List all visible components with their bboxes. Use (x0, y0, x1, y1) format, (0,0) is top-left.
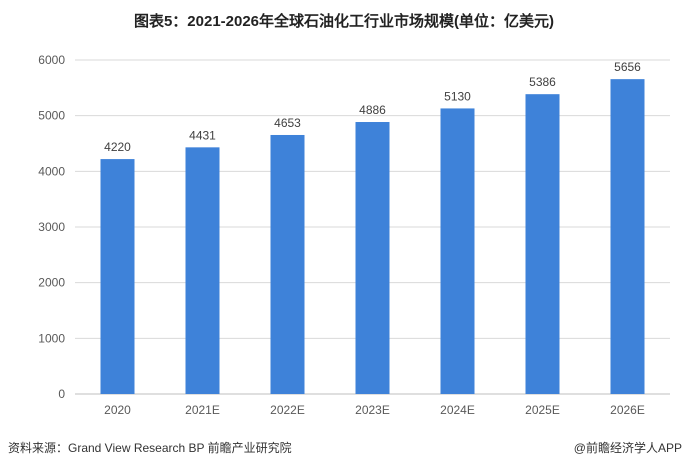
x-tick-label: 2020 (104, 403, 131, 417)
x-tick-label: 2021E (185, 403, 220, 417)
bar (440, 108, 475, 395)
credit-note: @前瞻经济学人APP (573, 441, 682, 455)
bar (100, 159, 135, 394)
bar (270, 134, 305, 394)
y-tick-label: 2000 (38, 276, 65, 290)
y-tick-label: 1000 (38, 331, 65, 345)
data-label: 4653 (274, 116, 301, 130)
chart-title: 图表5：2021-2026年全球石油化工行业市场规模(单位：亿美元) (133, 13, 555, 30)
data-label: 4220 (104, 140, 131, 154)
y-tick-label: 5000 (38, 109, 65, 123)
bar (355, 122, 390, 394)
x-tick-label: 2023E (355, 403, 390, 417)
x-axis: 2020 2021E 2022E 2023E 2024E 2025E 2026E (104, 403, 645, 417)
y-tick-label: 6000 (38, 53, 65, 67)
data-label: 5130 (444, 89, 471, 103)
data-label: 5656 (614, 60, 641, 74)
y-tick-label: 3000 (38, 220, 65, 234)
bars: 4220 4431 4653 4886 5130 5386 5656 (100, 60, 645, 395)
x-tick-label: 2025E (525, 403, 560, 417)
bar (610, 79, 645, 395)
x-tick-label: 2026E (610, 403, 645, 417)
y-tick-label: 4000 (38, 164, 65, 178)
x-tick-label: 2024E (440, 403, 475, 417)
bar (185, 147, 220, 394)
y-tick-label: 0 (58, 387, 65, 401)
bar (525, 94, 560, 395)
data-label: 4886 (359, 103, 386, 117)
y-axis: 0 1000 2000 3000 4000 5000 6000 (38, 53, 65, 401)
source-note: 资料来源：Grand View Research BP 前瞻产业研究院 (8, 441, 292, 455)
data-label: 4431 (189, 128, 216, 142)
x-tick-label: 2022E (270, 403, 305, 417)
data-label: 5386 (529, 75, 556, 89)
